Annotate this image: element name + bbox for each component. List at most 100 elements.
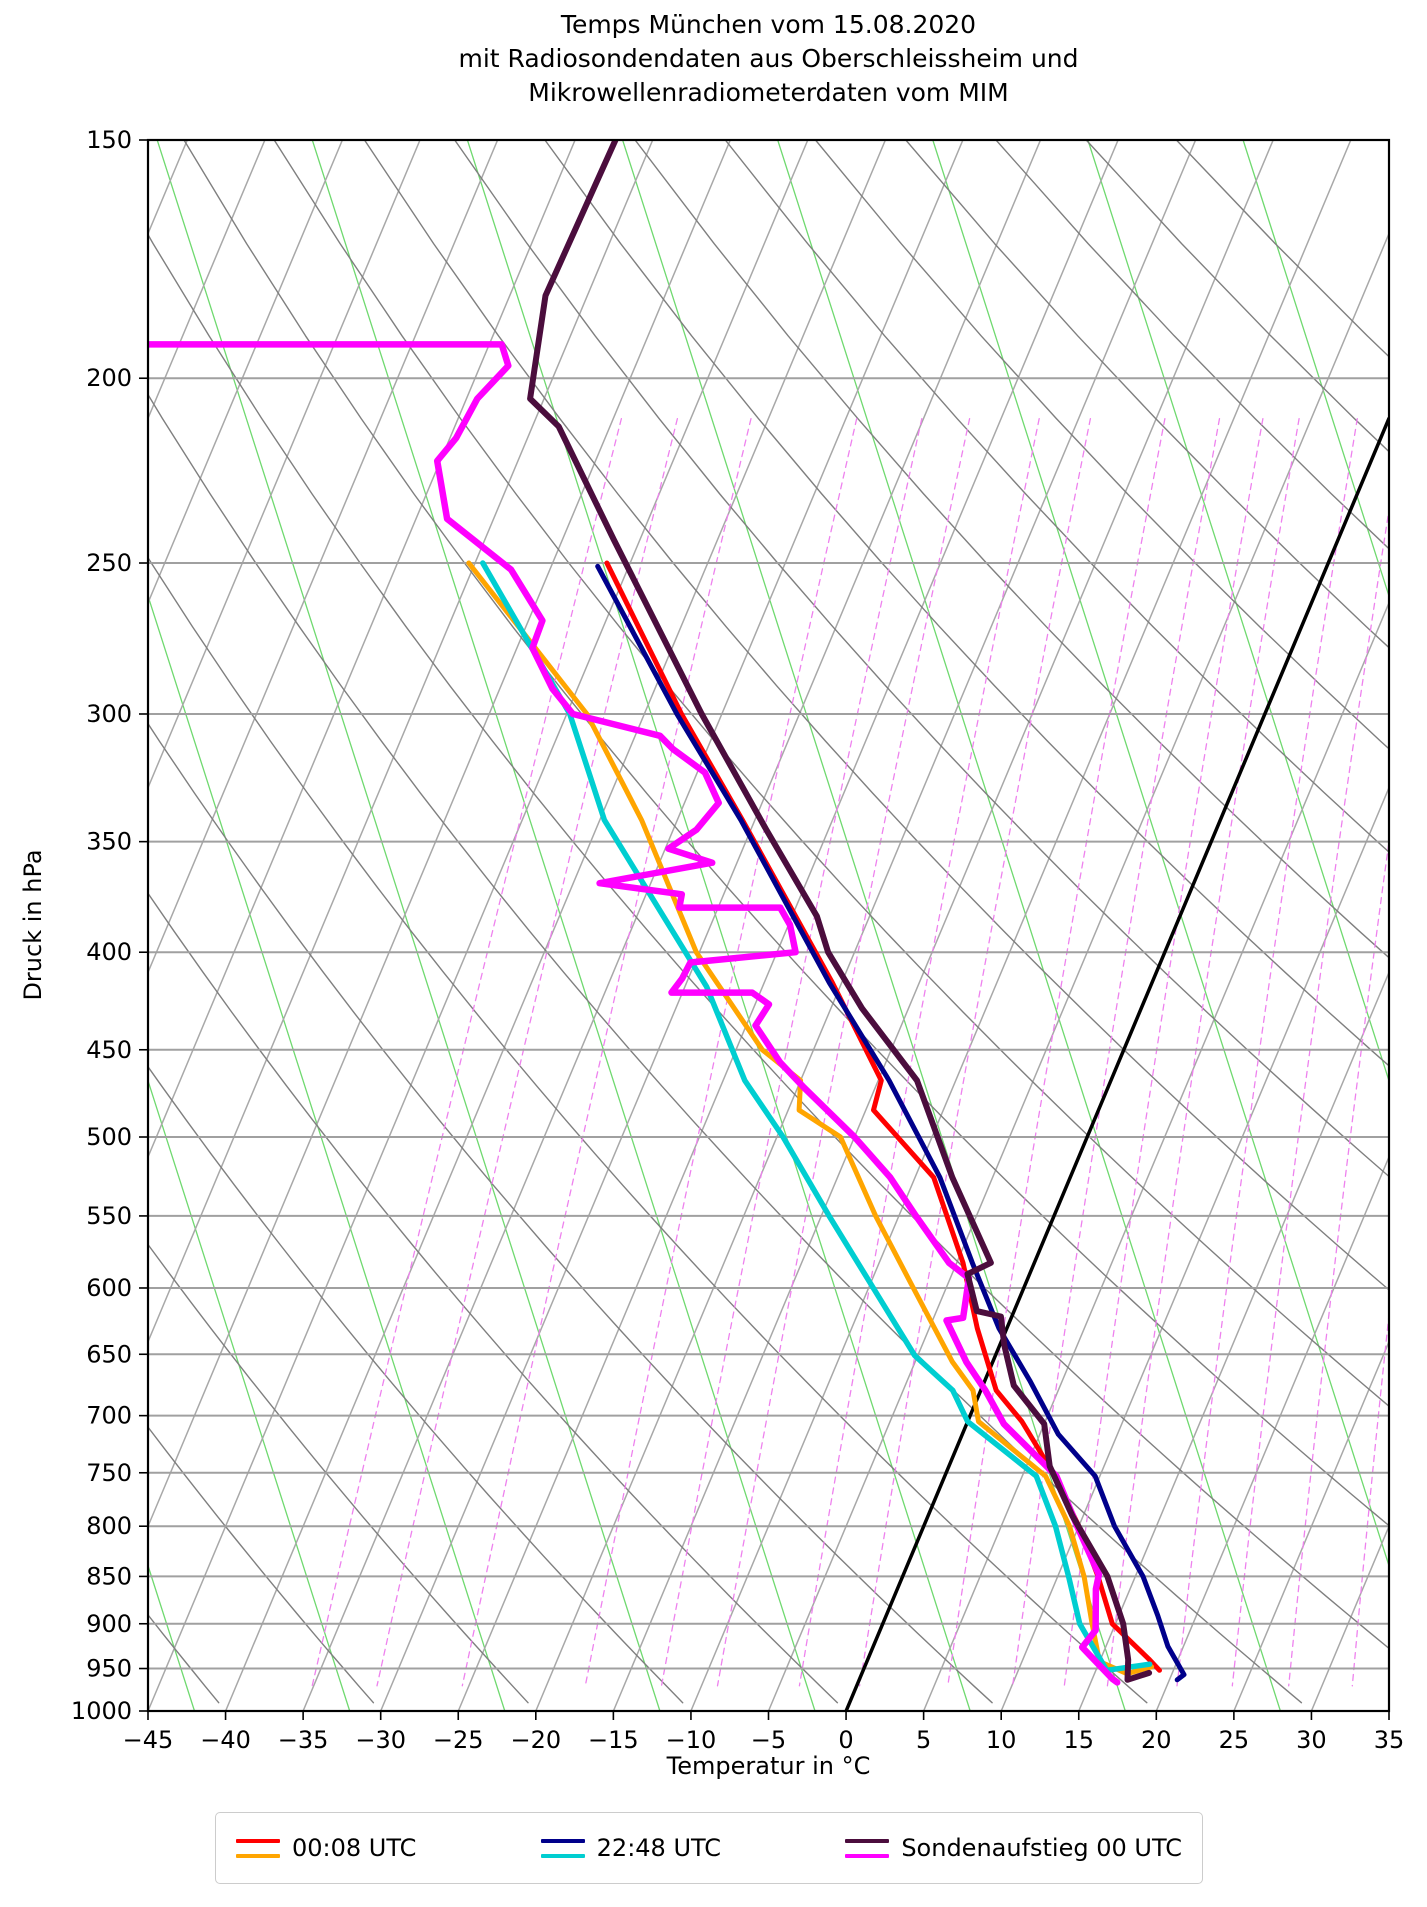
- mixing-ratio-line: [858, 417, 1092, 1687]
- y-tick-label: 650: [86, 1340, 132, 1368]
- moist-adiabat-line: [932, 140, 1389, 1568]
- moist-adiabat-line: [156, 140, 661, 1711]
- dry-adiabat-line: [724, 140, 1389, 854]
- x-axis-label: Temperatur in °C: [666, 1752, 871, 1780]
- legend-item: 00:08 UTC: [236, 1834, 416, 1862]
- dry-adiabat-line: [995, 140, 1389, 550]
- mixing-ratio-line: [1063, 417, 1264, 1687]
- title-line-2: mit Radiosondendaten aus Oberschleisshei…: [458, 44, 1079, 73]
- mixing-ratio-line: [1351, 1308, 1389, 1687]
- dry-adiabat-line: [183, 140, 1389, 1527]
- title-line-3: Mikrowellenradiometerdaten vom MIM: [528, 78, 1009, 107]
- isotherm-line: [690, 140, 1352, 1711]
- moist-adiabat-line: [148, 593, 506, 1711]
- chart-title: Temps München vom 15.08.2020 mit Radioso…: [155, 8, 1382, 110]
- mixing-ratio-line: [461, 417, 752, 1687]
- moist-adiabat-line: [1087, 140, 1389, 1083]
- legend-swatch: [845, 1838, 890, 1858]
- moist-adiabat-line: [621, 140, 1126, 1711]
- isotherm-line: [148, 140, 421, 790]
- isotherm-line: [379, 140, 1042, 1711]
- x-tick-label: −15: [588, 1726, 639, 1754]
- isotherm-line: [1233, 1339, 1389, 1711]
- isotherm-line: [148, 140, 266, 421]
- moist-adiabat-line: [311, 140, 816, 1711]
- isotherm-line: [535, 140, 1197, 1711]
- legend-line-icon: [845, 1853, 890, 1858]
- legend-line-icon: [540, 1853, 585, 1858]
- dry-adiabat-line: [148, 233, 1389, 1650]
- y-tick-label: 950: [86, 1655, 132, 1683]
- dry-adiabat-line: [544, 140, 1389, 1067]
- mixing-ratio-line: [660, 417, 923, 1687]
- legend-line-icon: [540, 1838, 585, 1843]
- dry-adiabat-line: [814, 140, 1389, 750]
- x-tick-label: −5: [751, 1726, 786, 1754]
- isotherm-line: [148, 140, 576, 1159]
- isotherm-line: [148, 140, 499, 975]
- y-tick-label: 200: [86, 364, 132, 392]
- x-tick-label: 20: [1141, 1726, 1172, 1754]
- x-tick-label: −25: [433, 1726, 484, 1754]
- legend: 00:08 UTC 22:48 UTC Sondenaufstieg 00 UTC: [215, 1812, 1203, 1884]
- series-sondenaufstieg-00-utc-temperatur: [527, 140, 1153, 1683]
- x-tick-label: −20: [510, 1726, 561, 1754]
- mixing-ratio-line: [584, 417, 858, 1687]
- y-tick-label: 1000: [71, 1697, 132, 1725]
- moist-adiabat-line: [148, 1078, 351, 1711]
- isotherm-line: [1078, 970, 1389, 1711]
- x-tick-label: 10: [986, 1726, 1017, 1754]
- isotherm-line: [148, 140, 732, 1529]
- isotherm-line: [148, 140, 654, 1344]
- moist-adiabat-line: [1242, 140, 1389, 599]
- dry-adiabat-line: [148, 1243, 529, 1704]
- x-tick-label: 30: [1296, 1726, 1327, 1754]
- legend-swatch: [236, 1838, 280, 1858]
- y-tick-label: 450: [86, 1036, 132, 1064]
- isotherm-line: [302, 140, 964, 1711]
- legend-line-icon: [236, 1853, 280, 1858]
- isotherm-line: [767, 231, 1389, 1711]
- x-tick-label: −40: [200, 1726, 251, 1754]
- y-tick-label: 250: [86, 549, 132, 577]
- plot-area: [148, 140, 1427, 1711]
- y-tick-label: 750: [86, 1459, 132, 1487]
- y-tick-label: 150: [86, 126, 132, 154]
- legend-item: Sondenaufstieg 00 UTC: [845, 1834, 1182, 1862]
- y-tick-label: 700: [86, 1402, 132, 1430]
- x-tick-label: 15: [1063, 1726, 1094, 1754]
- dry-adiabat-line: [363, 140, 1389, 1291]
- y-tick-label: 550: [86, 1202, 132, 1230]
- y-tick-label: 350: [86, 828, 132, 856]
- dry-adiabat-line: [148, 393, 1303, 1704]
- title-line-1: Temps München vom 15.08.2020: [560, 10, 977, 39]
- y-tick-label: 600: [86, 1274, 132, 1302]
- y-tick-label: 850: [86, 1562, 132, 1590]
- y-tick-label: 500: [86, 1123, 132, 1151]
- legend-label: 22:48 UTC: [596, 1834, 722, 1862]
- legend-label: 00:08 UTC: [292, 1834, 417, 1862]
- isotherm-line: [1000, 785, 1389, 1711]
- mixing-ratio-line: [1288, 836, 1389, 1687]
- x-tick-label: −30: [355, 1726, 406, 1754]
- y-tick-label: 800: [86, 1512, 132, 1540]
- moist-adiabat-line: [1398, 140, 1427, 1711]
- isotherm-line: [1155, 1154, 1389, 1711]
- isotherm-line: [612, 140, 1274, 1711]
- isotherm-line: [1388, 1709, 1389, 1711]
- zero-isotherm-line: [844, 416, 1389, 1711]
- isotherm-line: [224, 140, 887, 1711]
- x-tick-label: 35: [1374, 1726, 1405, 1754]
- isotherm-line: [148, 140, 809, 1711]
- x-tick-label: 25: [1219, 1726, 1250, 1754]
- legend-line-icon: [845, 1838, 890, 1843]
- moist-adiabat-line: [466, 140, 971, 1711]
- dry-adiabat-line: [273, 140, 1389, 1408]
- x-tick-label: −10: [666, 1726, 717, 1754]
- legend-line-icon: [236, 1838, 280, 1843]
- x-tick-label: 0: [838, 1726, 853, 1754]
- x-tick-label: −45: [123, 1726, 174, 1754]
- legend-label: Sondenaufstieg 00 UTC: [901, 1834, 1182, 1862]
